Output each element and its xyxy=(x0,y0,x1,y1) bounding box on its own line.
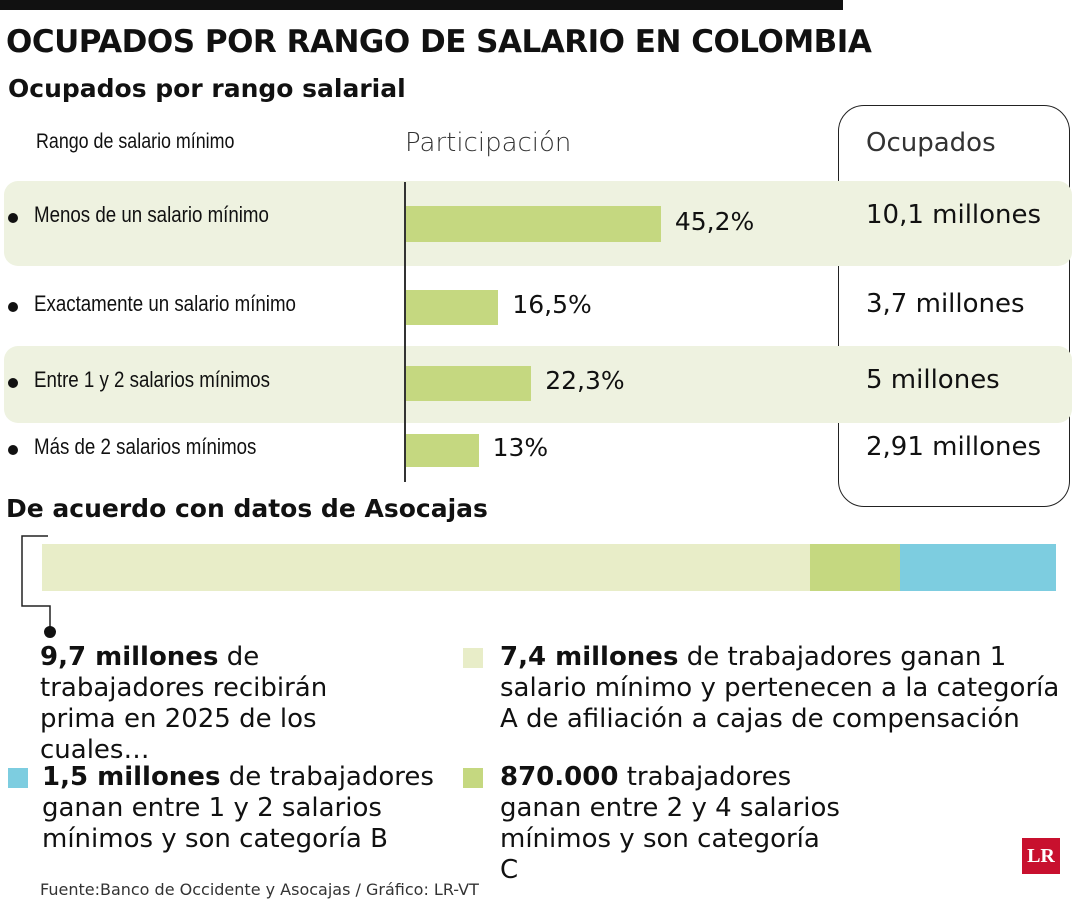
category-label: Exactamente un salario mínimo xyxy=(34,291,296,316)
total-label: 9,7 millones xyxy=(40,642,219,672)
category-label: Menos de un salario mínimo xyxy=(34,202,269,227)
title: OCUPADOS POR RANGO DE SALARIO EN COLOMBI… xyxy=(6,24,872,60)
category-label: Entre 1 y 2 salarios mínimos xyxy=(34,367,270,392)
category-label: Más de 2 salarios mínimos xyxy=(34,434,257,459)
bullet xyxy=(8,213,18,223)
stack-segment xyxy=(810,544,901,591)
legend-swatch xyxy=(463,648,483,668)
stack-segment xyxy=(900,544,1056,591)
legend-name: trabajadores ganan entre 2 y 4 salarios … xyxy=(500,762,840,885)
value-label: 13% xyxy=(492,433,549,462)
legend-swatch xyxy=(463,768,483,788)
bullet xyxy=(8,378,18,388)
bullet xyxy=(8,445,18,455)
source: Fuente:Banco de Occidente y Asocajas / G… xyxy=(40,880,479,899)
bullet xyxy=(8,302,18,312)
column-header: Ocupados xyxy=(866,128,996,158)
legend-value: 7,4 millones xyxy=(500,642,679,672)
ocupados-box xyxy=(838,105,1070,507)
legend-text: 870.000 trabajadores ganan entre 2 y 4 s… xyxy=(500,762,840,886)
value-label: 45,2% xyxy=(674,207,755,236)
ocupados-label: 10,1 millones xyxy=(866,200,1042,230)
bar xyxy=(405,433,479,467)
bracket xyxy=(21,535,56,638)
ocupados-label: 3,7 millones xyxy=(866,289,1025,319)
ocupados-label: 2,91 millones xyxy=(866,432,1042,462)
value-label: 22,3% xyxy=(545,366,625,395)
legend-text: 7,4 millones de trabajadores ganan 1 sal… xyxy=(500,642,1070,735)
legend-value: 1,5 millones xyxy=(42,762,221,792)
legend-text: 1,5 millones de trabajadores ganan entre… xyxy=(42,762,442,855)
value-label: 16,5% xyxy=(512,290,592,319)
column-header: Participación xyxy=(405,128,572,158)
bar xyxy=(405,206,661,242)
subtitle: De acuerdo con datos de Asocajas xyxy=(6,494,488,523)
legend-value: 870.000 xyxy=(500,762,619,792)
legend-name: de trabajadores ganan entre 1 y 2 salari… xyxy=(42,762,434,854)
logo: LR xyxy=(1022,838,1060,874)
total-text: de trabajadores recibirán prima en 2025 … xyxy=(40,642,328,765)
legend-swatch xyxy=(8,768,28,788)
bar xyxy=(405,365,532,401)
subtitle: Ocupados por rango salarial xyxy=(8,74,406,103)
stacked-bar xyxy=(42,544,1056,591)
row-band xyxy=(4,346,1072,423)
axis-line xyxy=(404,182,406,482)
stack-segment xyxy=(42,544,811,591)
total-note: 9,7 millones de trabajadores recibirán p… xyxy=(40,642,380,766)
top-rule xyxy=(0,0,843,10)
bar xyxy=(405,289,499,325)
legend-name: de trabajadores ganan 1 salario mínimo y… xyxy=(500,642,1060,734)
column-header: Rango de salario mínimo xyxy=(36,130,235,153)
ocupados-label: 5 millones xyxy=(866,365,1000,395)
